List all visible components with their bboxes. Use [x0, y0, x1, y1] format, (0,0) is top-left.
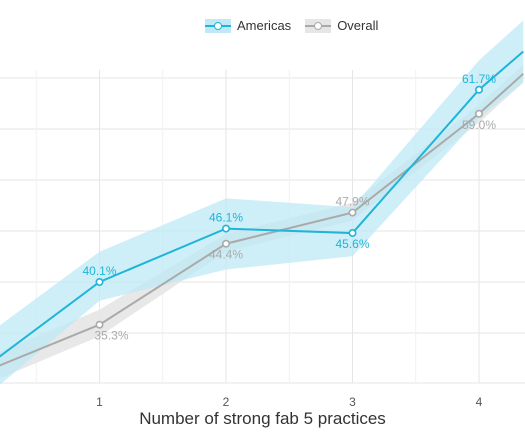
data-point-overall-3 [348, 208, 357, 217]
legend-label-overall: Overall [337, 18, 379, 33]
data-label-overall-4: 59.0% [462, 118, 496, 132]
data-point-overall-2 [222, 239, 231, 248]
series-line-overall [0, 72, 524, 367]
data-point-americas-1 [95, 277, 104, 286]
data-point-overall-4 [474, 109, 483, 118]
x-tick-label-4: 4 [476, 395, 483, 409]
data-label-overall-1: 35.3% [94, 329, 128, 343]
legend-label-americas: Americas [237, 18, 292, 33]
data-label-americas-2: 46.1% [209, 211, 243, 225]
legend-item-overall[interactable]: Overall [305, 18, 378, 33]
confidence-band-overall [0, 64, 524, 379]
data-point-americas-3 [348, 229, 357, 238]
data-label-overall-3: 47.9% [335, 195, 369, 209]
series-line-americas [0, 50, 524, 358]
data-label-americas-3: 45.6% [335, 237, 369, 251]
legend-swatch-americas [205, 18, 231, 33]
data-label-americas-1: 40.1% [82, 264, 116, 278]
data-label-overall-2: 44.4% [209, 248, 243, 262]
x-axis-label: Number of strong fab 5 practices [139, 409, 386, 428]
data-point-americas-4 [474, 85, 483, 94]
legend-swatch-overall [305, 18, 332, 33]
x-tick-label-3: 3 [349, 395, 356, 409]
legend-item-americas[interactable]: Americas [205, 18, 291, 33]
confidence-band-americas [0, 20, 524, 385]
data-point-americas-2 [222, 224, 231, 233]
data-point-overall-1 [95, 320, 104, 329]
x-tick-label-2: 2 [223, 395, 230, 409]
legend: Americas Overall [205, 18, 378, 33]
x-tick-label-1: 1 [96, 395, 103, 409]
data-label-americas-4: 61.7% [462, 72, 496, 86]
